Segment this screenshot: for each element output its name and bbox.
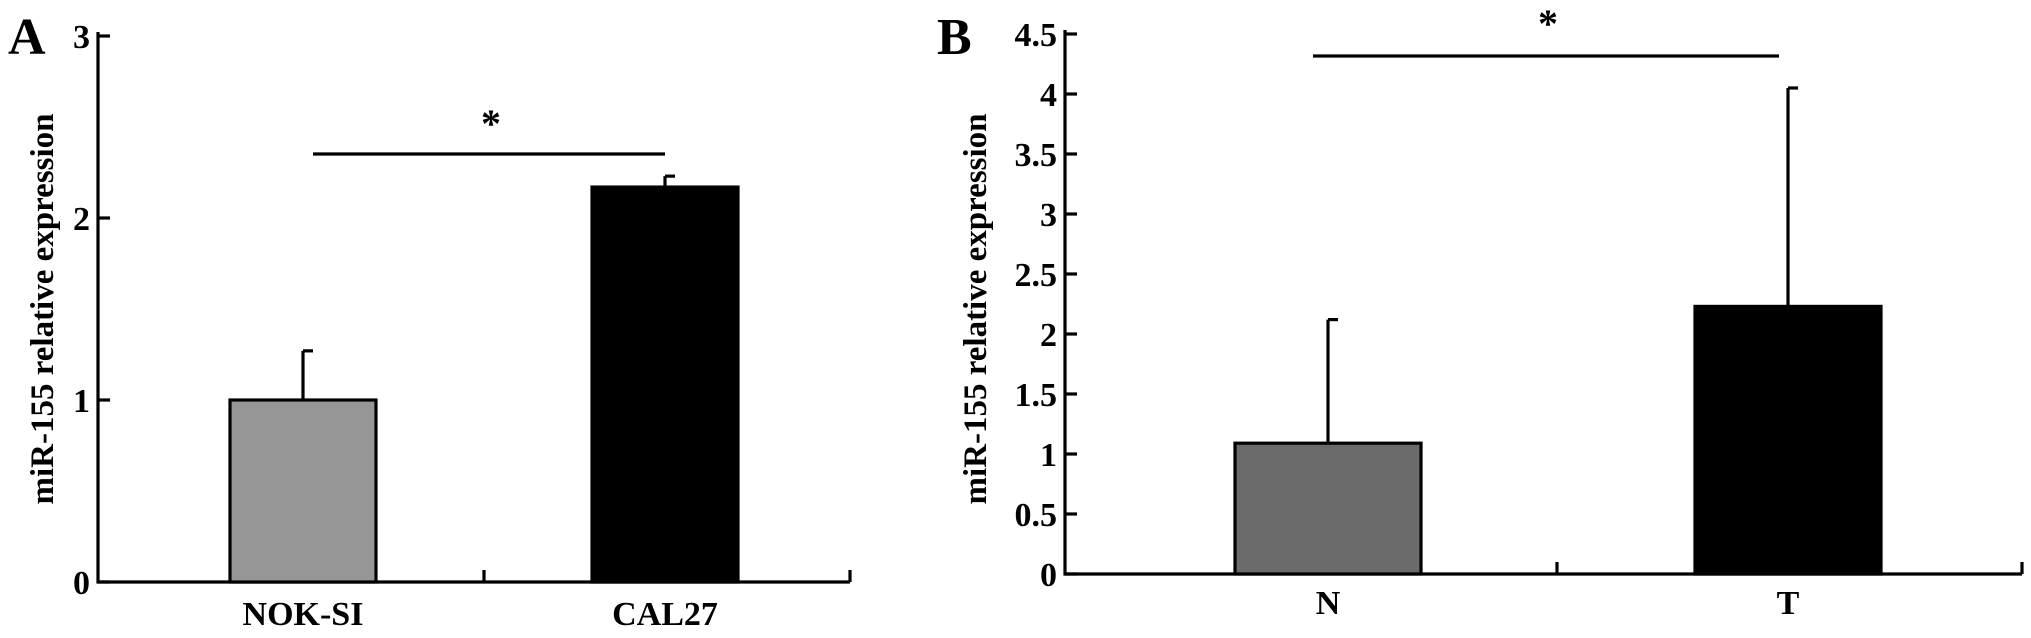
- x-category-label: T: [1777, 585, 1800, 622]
- significance-star: *: [481, 101, 501, 146]
- y-tick-label: 3: [73, 19, 90, 56]
- y-tick-label: 1: [73, 383, 90, 420]
- y-tick-label: 1.5: [1015, 377, 1058, 414]
- bar-nok-si: [228, 398, 378, 584]
- y-tick-label: 2: [73, 201, 90, 238]
- x-category-label: CAL27: [612, 596, 718, 633]
- y-tick-label: 0: [73, 565, 90, 602]
- x-category-label: N: [1316, 585, 1341, 622]
- y-tick-label: 0.5: [1015, 497, 1058, 534]
- bar-cal27: [590, 185, 740, 584]
- x-category-label: NOK-SI: [243, 596, 364, 633]
- y-tick-label: 4: [1040, 77, 1057, 114]
- bar-t: [1693, 304, 1883, 576]
- y-tick-label: 3.5: [1015, 137, 1058, 174]
- significance-star: *: [1538, 1, 1558, 46]
- y-tick-label: 0: [1040, 557, 1057, 594]
- y-axis-label: miR-155 relative expression: [25, 113, 61, 504]
- bar-n: [1233, 441, 1423, 576]
- panel-letter: A: [8, 9, 46, 66]
- y-tick-label: 1: [1040, 437, 1057, 474]
- y-tick-label: 2: [1040, 317, 1057, 354]
- y-tick-label: 2.5: [1015, 257, 1058, 294]
- y-axis-label: miR-155 relative expression: [958, 113, 994, 504]
- y-tick-label: 3: [1040, 197, 1057, 234]
- y-tick-label: 4.5: [1015, 17, 1058, 54]
- panel-letter: B: [937, 9, 972, 66]
